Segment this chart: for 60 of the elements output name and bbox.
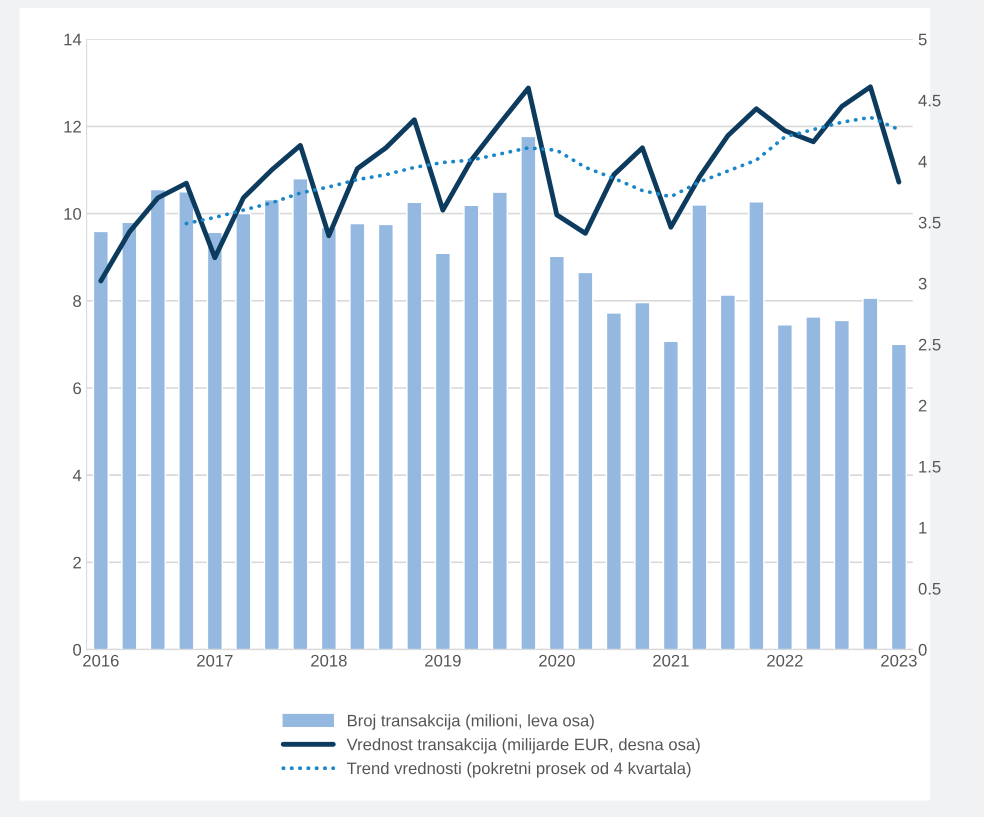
bar [577, 272, 594, 650]
bar [776, 324, 793, 650]
y2-tick-label: 5 [918, 34, 927, 46]
x-tick-label: 2017 [197, 654, 233, 667]
bar [805, 316, 822, 650]
line-series [98, 84, 902, 284]
bar [548, 256, 565, 650]
y2-tick-label: 3.5 [918, 216, 940, 229]
x-tick-label: 2021 [653, 654, 689, 667]
y-tick-label: 10 [64, 208, 82, 220]
bar [662, 340, 679, 650]
y2-tick-label: 1.5 [919, 461, 940, 473]
x-tick-label: 2020 [539, 654, 575, 667]
bar [206, 232, 223, 650]
bar [235, 212, 252, 650]
bar [150, 188, 166, 650]
bar [634, 302, 650, 650]
y-tick-label: 12 [64, 120, 81, 132]
y2-tick-label: 0.5 [918, 582, 940, 595]
bar [492, 192, 508, 650]
bar [406, 202, 422, 650]
legend-label: Vrednost transakcija (milijarde EUR, desna osa) [346, 738, 700, 754]
bar [606, 312, 622, 650]
bar [890, 344, 908, 650]
bar [691, 204, 708, 650]
bar [862, 297, 879, 650]
y2-tick-label: 2.5 [918, 338, 940, 351]
bar [92, 230, 109, 650]
x-tick-label: 2022 [767, 654, 803, 667]
bar [463, 204, 480, 650]
y2-tick-label: 0 [918, 644, 927, 656]
bar [292, 178, 308, 650]
y-tick-label: 2 [73, 556, 81, 568]
y-tick-label: 4 [72, 470, 82, 482]
legend-label: Broj transakcija (milioni, leva osa) [348, 714, 594, 730]
y2-tick-label: 2 [918, 400, 926, 412]
y-tick-label: 6 [73, 382, 81, 394]
bar [520, 136, 536, 650]
x-tick-label: 2016 [83, 654, 119, 667]
legend-label: Trend vrednosti (pokretni prosek od 4 kvartala) [346, 762, 690, 778]
y-tick-label: 8 [73, 295, 82, 307]
bar [378, 224, 394, 650]
bar [349, 222, 366, 650]
y2-tick-label: 3 [918, 278, 927, 290]
bar [320, 226, 337, 650]
y2-tick-label: 1 [919, 522, 926, 534]
bar [748, 201, 764, 650]
x-tick-label: 2019 [425, 654, 461, 667]
bar [720, 294, 736, 650]
y-tick-label: 14 [64, 34, 82, 46]
bar [121, 222, 138, 650]
bar [264, 198, 280, 650]
bar [178, 191, 194, 650]
y2-tick-label: 4 [918, 156, 927, 168]
x-tick-label: 2023 [881, 654, 917, 667]
y-tick-label: 0 [73, 644, 82, 656]
y2-tick-label: 4.5 [918, 94, 940, 106]
bar [834, 320, 850, 650]
x-tick-label: 2018 [311, 654, 347, 667]
bar [434, 252, 451, 650]
